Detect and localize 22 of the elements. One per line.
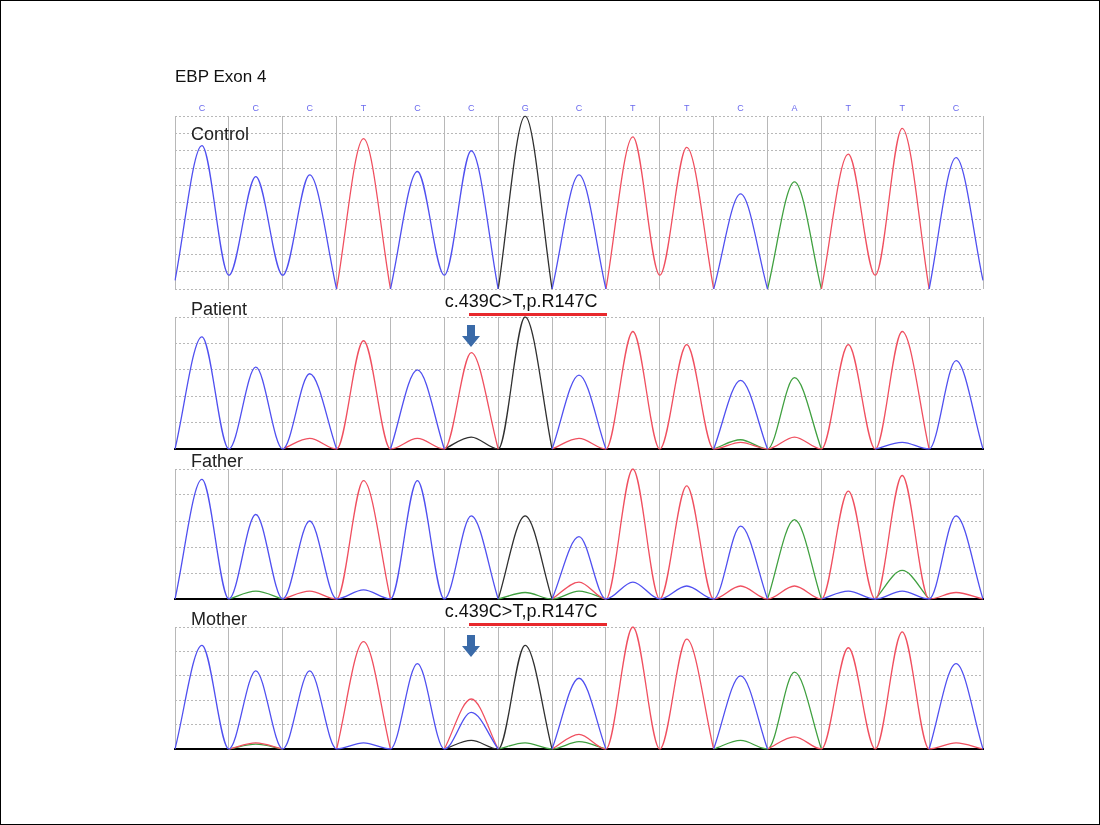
x-tick-label: C	[468, 103, 476, 114]
x-tick-label: T	[683, 103, 690, 114]
chart-subtitle: Control	[191, 124, 250, 145]
x-tick-label: C	[252, 103, 260, 114]
x-tick-label: C	[952, 103, 960, 114]
chart-title: Father	[191, 450, 244, 471]
x-tick-label: T	[630, 103, 637, 114]
x-tick-label: C	[575, 103, 583, 114]
text: c.439C>T,p.R147C	[444, 600, 598, 621]
x-tick-label: C	[414, 103, 422, 114]
x-tick-label: T	[899, 103, 906, 114]
x-tick-label: T	[845, 103, 852, 114]
chart-title: Mother	[191, 608, 248, 629]
x-tick-label: G	[521, 103, 529, 114]
chart-title: Patient	[191, 298, 248, 319]
x-tick-label: A	[791, 103, 798, 114]
x-tick-label: C	[198, 103, 206, 114]
chart-title: EBP Exon 4	[175, 66, 267, 86]
x-tick-label: T	[360, 103, 367, 114]
text: c.439C>T,p.R147C	[444, 290, 598, 311]
x-tick-label: C	[737, 103, 745, 114]
x-tick-label: C	[306, 103, 314, 114]
